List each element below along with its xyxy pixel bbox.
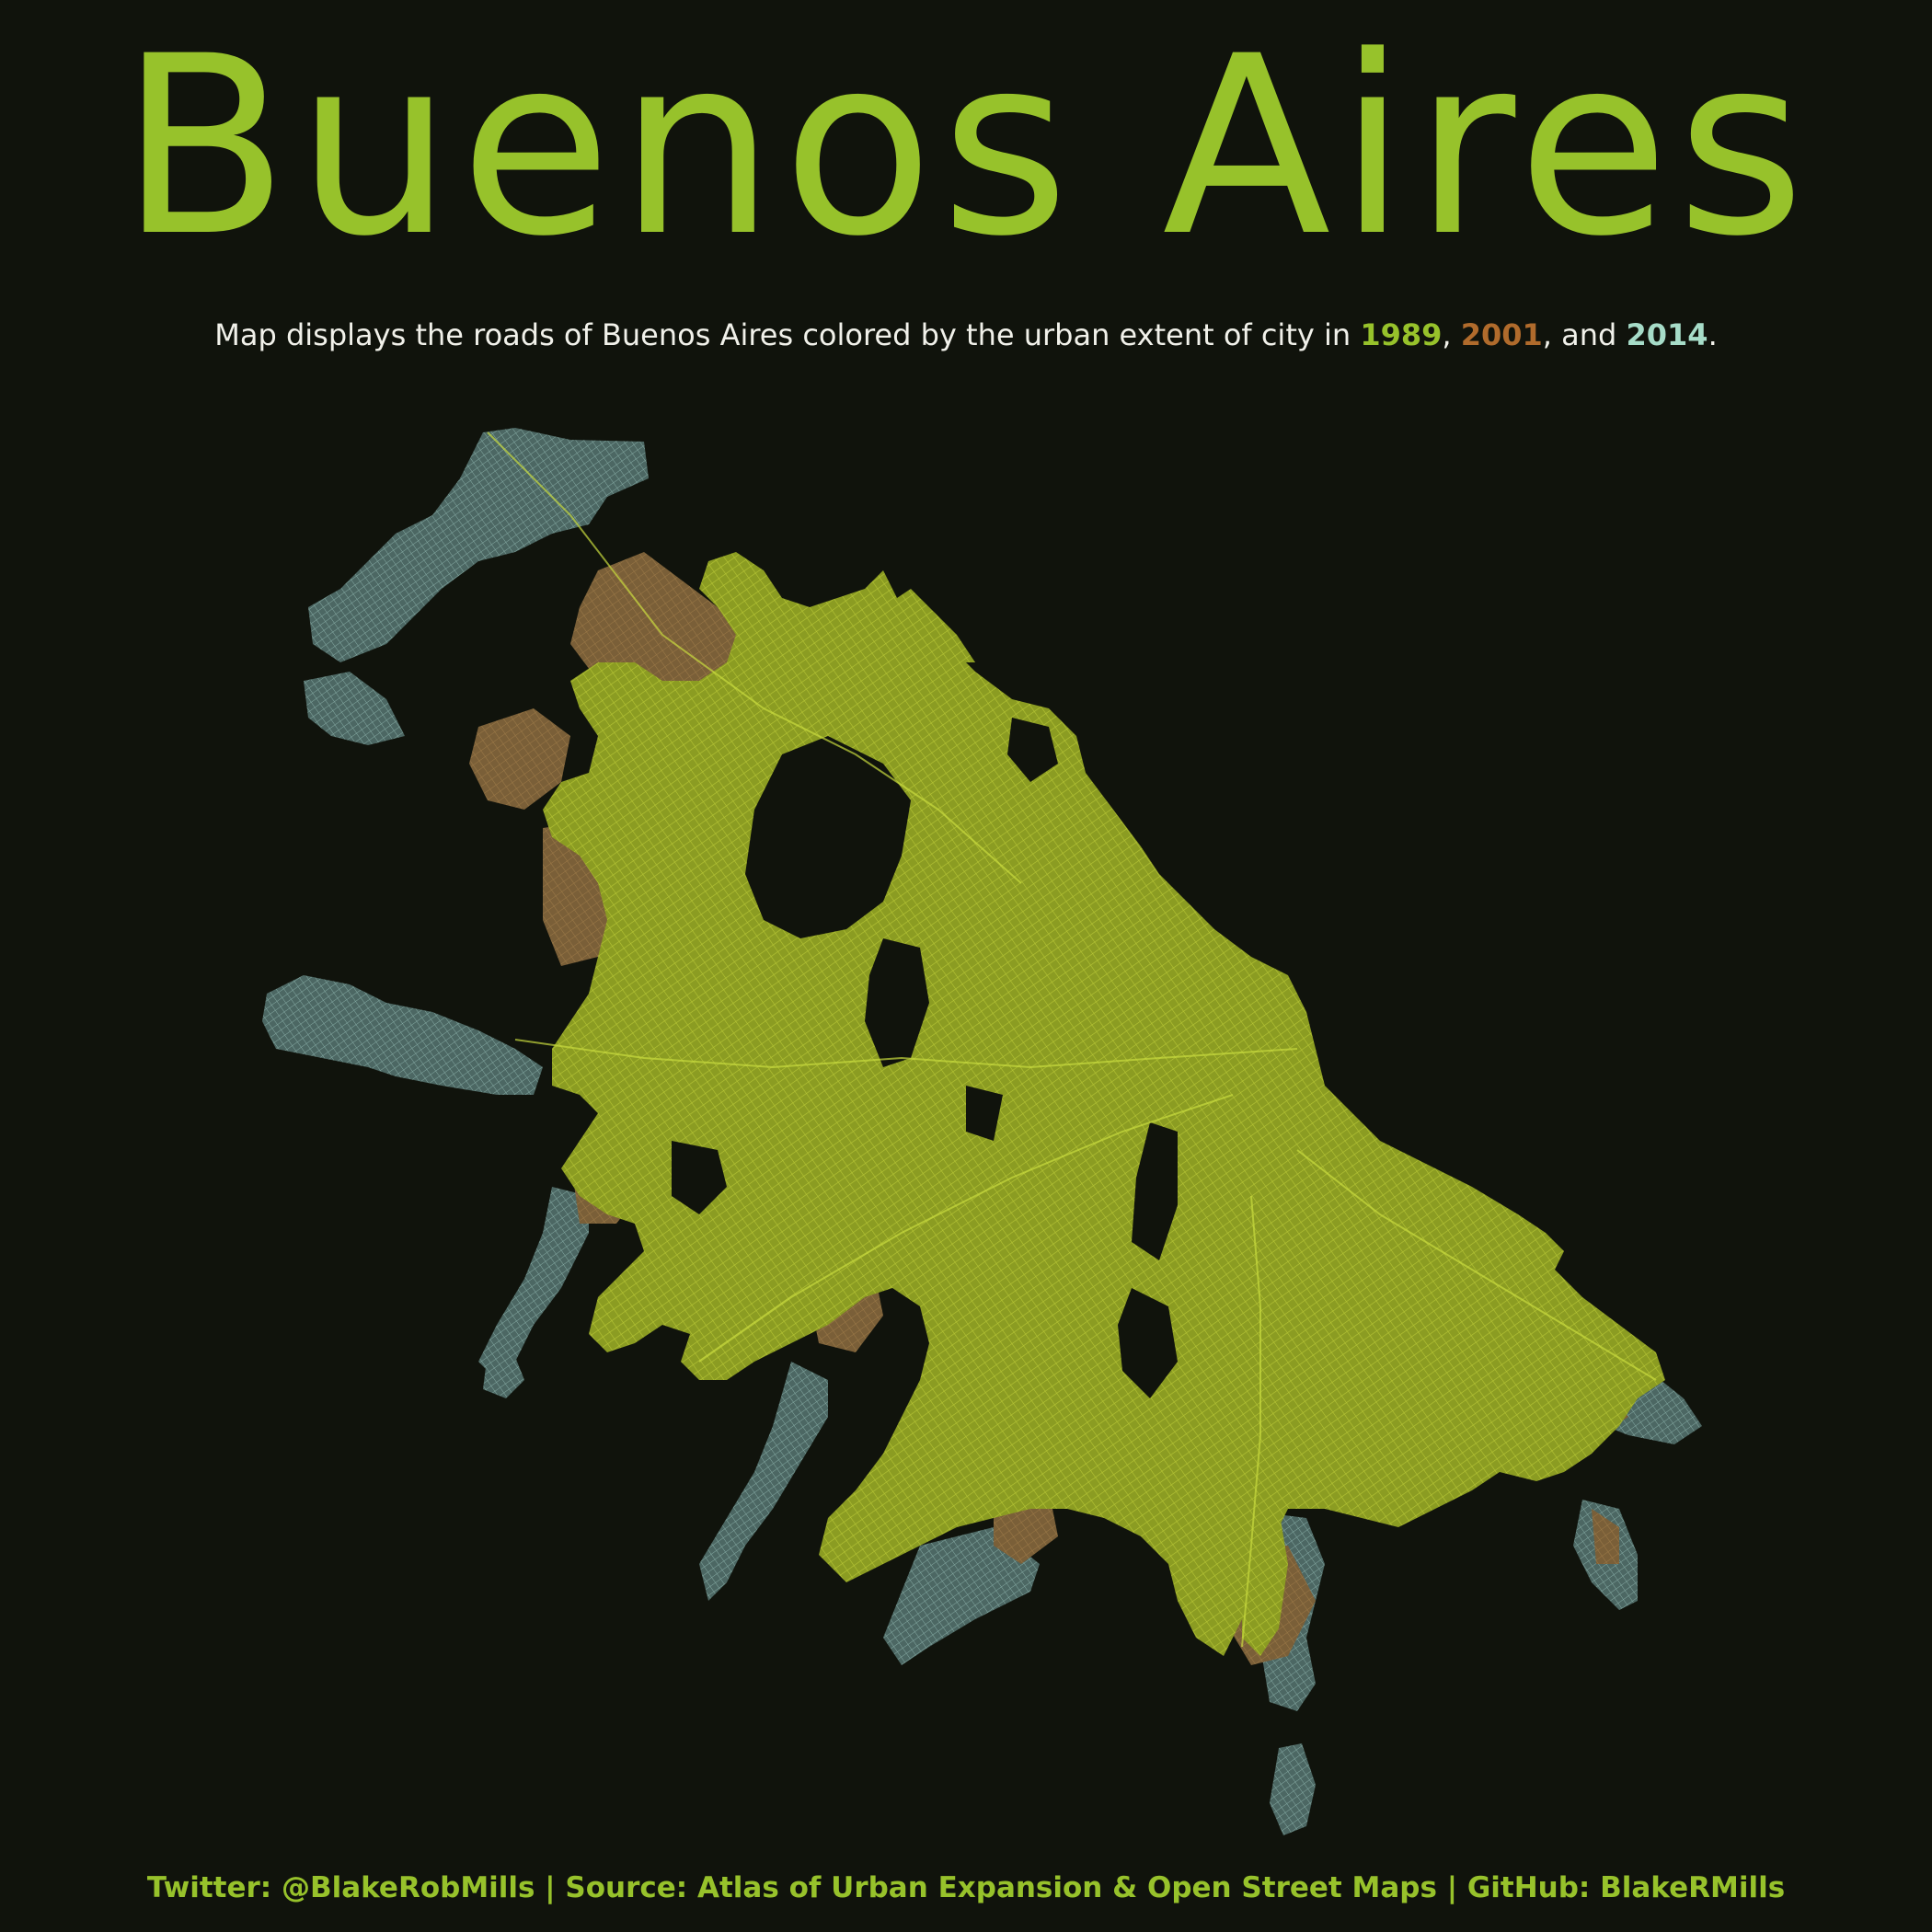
map-footer-credits: Twitter: @BlakeRobMills | Source: Atlas …: [146, 1871, 1786, 1904]
void-south-b: [1118, 1288, 1178, 1398]
road-southwest-highway: [698, 1094, 1234, 1363]
year-1989-label: 1989: [1360, 317, 1443, 352]
void-north-reserve: [745, 736, 911, 938]
void-west-a: [672, 1141, 727, 1214]
extent-2014-layer: [262, 428, 1702, 1835]
extent-2014-northwest-arm: [308, 428, 649, 662]
map-subtitle: Map displays the roads of Buenos Aires c…: [0, 315, 1932, 355]
extent-2014-west-blob: [483, 1352, 524, 1398]
road-northwest-highway: [487, 431, 1022, 884]
extent-2014-west-town: [304, 672, 405, 745]
urban-voids: [672, 718, 1178, 1398]
extent-1989-north-tip: [897, 589, 975, 662]
year-2014-label: 2014: [1626, 317, 1708, 352]
extent-2001-se-lobe: [1592, 1509, 1619, 1564]
year-2001-label: 2001: [1460, 317, 1543, 352]
subtitle-text: Map displays the roads of Buenos Aires c…: [214, 317, 1361, 352]
major-roads: [487, 431, 1657, 1648]
road-west-highway: [514, 1039, 1298, 1069]
extent-2001-northwest: [469, 708, 570, 810]
void-south-reserve: [1132, 1122, 1178, 1260]
extent-2014-south-island: [1270, 1743, 1316, 1835]
extent-1989-layer: [543, 552, 1665, 1656]
map-title: Buenos Aires: [120, 4, 1812, 291]
extent-1989-core: [543, 552, 1665, 1656]
void-central-park: [865, 938, 929, 1067]
extent-2014-south-arm: [883, 1527, 1040, 1665]
void-east-a: [1007, 718, 1058, 782]
void-center-b: [966, 1086, 1003, 1141]
subtitle-separator: ,: [1442, 317, 1461, 352]
extent-2014-southwest-arm: [699, 1362, 828, 1601]
subtitle-suffix: .: [1708, 317, 1718, 352]
extent-2014-west-shoot: [478, 1187, 589, 1380]
subtitle-separator: , and: [1542, 317, 1627, 352]
extent-1989-south-spur: [1242, 1509, 1288, 1656]
road-south-highway: [1241, 1195, 1261, 1648]
extent-2014-west-arm: [262, 975, 543, 1095]
road-southeast-highway: [1296, 1149, 1657, 1381]
